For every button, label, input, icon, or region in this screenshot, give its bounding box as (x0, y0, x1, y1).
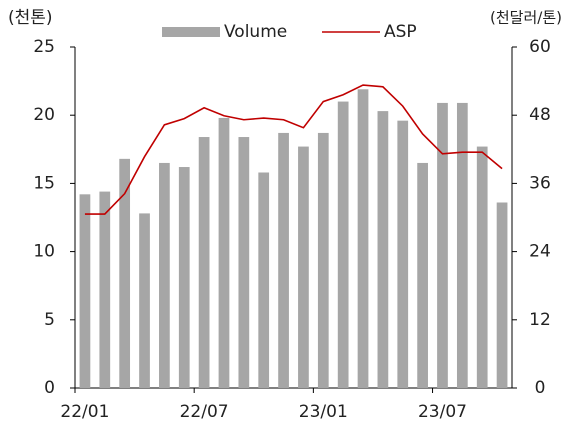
y2-tick-label: 36 (529, 173, 551, 193)
bar (377, 111, 389, 388)
y-tick-label: 15 (33, 173, 55, 193)
y-axis-label: (천톤) (8, 8, 53, 28)
bar (238, 137, 250, 388)
y-tick-label: 0 (44, 378, 55, 398)
y2-tick-label: 48 (529, 105, 551, 125)
bar (139, 213, 150, 388)
bar (317, 132, 329, 388)
bar (278, 132, 289, 388)
bar (397, 120, 409, 388)
y2-tick-label: 60 (529, 37, 551, 57)
bar (178, 167, 190, 388)
bar (357, 89, 369, 388)
y2-tick-label: 24 (529, 242, 551, 262)
y-tick-label: 20 (33, 105, 55, 125)
bar (417, 162, 428, 388)
legend-swatch (162, 27, 220, 37)
y-tick-label: 10 (33, 242, 55, 262)
bar (119, 158, 131, 388)
y2-tick-label: 0 (535, 378, 546, 398)
bar (456, 102, 468, 388)
y2-axis-label: (천달러/톤) (490, 9, 562, 27)
y-tick-label: 5 (44, 310, 55, 330)
bar (218, 117, 230, 388)
bar (79, 194, 91, 388)
x-tick-label: 23/01 (299, 402, 348, 422)
bar (159, 162, 170, 388)
legend-label: ASP (384, 22, 417, 42)
y2-tick-label: 12 (529, 310, 551, 330)
bar (258, 172, 270, 388)
y-tick-label: 25 (33, 37, 55, 57)
bar (437, 102, 448, 388)
bar (298, 146, 309, 388)
line (84, 84, 503, 215)
bar (496, 202, 508, 388)
bar (476, 146, 488, 388)
legend-label: Volume (224, 22, 287, 42)
bar (99, 191, 111, 388)
x-tick-label: 23/07 (418, 402, 467, 422)
bar (198, 137, 210, 388)
bar (337, 101, 349, 388)
x-tick-label: 22/01 (60, 402, 109, 422)
x-tick-label: 22/07 (180, 402, 229, 422)
